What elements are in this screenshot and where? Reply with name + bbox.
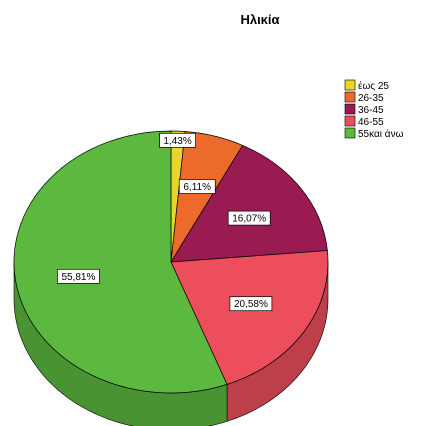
pie-data-label: 16,07% [227, 210, 271, 226]
chart-title: Ηλικία [240, 12, 279, 27]
legend-swatch [344, 127, 356, 139]
legend-label: 55και άνω [358, 128, 404, 140]
legend-label: 36-45 [358, 105, 384, 116]
svg-text:6,11%: 6,11% [183, 182, 211, 193]
pie-data-label: 55,81% [57, 268, 100, 284]
pie-top [13, 130, 329, 394]
pie-slice-46-55 [170, 250, 329, 385]
legend-label: 46-55 [358, 117, 384, 128]
legend-swatch [344, 91, 356, 103]
svg-text:16,07%: 16,07% [232, 214, 266, 225]
legend-swatch [344, 103, 356, 115]
pie-data-label: 1,43% [159, 132, 196, 148]
legend-label: έως 25 [358, 80, 389, 92]
pie-labels: 1,43% 6,11% 16,07% 20,58% 55,81% [57, 132, 273, 312]
svg-text:1,43%: 1,43% [163, 136, 191, 147]
pie-slice-36-45 [170, 144, 328, 263]
pie-data-label: 20,58% [229, 296, 273, 312]
legend-item-46-55: 46-55 [344, 115, 384, 128]
legend-item-55: 55και άνω [344, 127, 404, 140]
pie-data-label: 6,11% [178, 179, 216, 194]
svg-text:55,81%: 55,81% [61, 272, 95, 283]
legend-swatch [344, 79, 356, 91]
legend-item-26-35: 26-35 [344, 91, 384, 104]
svg-text:20,58%: 20,58% [234, 299, 268, 310]
legend-swatch [344, 115, 356, 127]
legend-label: 26-35 [358, 93, 384, 104]
legend-item-36-45: 36-45 [344, 103, 384, 116]
legend-item-25: έως 25 [344, 79, 389, 92]
pie-slice-55 [13, 130, 228, 394]
